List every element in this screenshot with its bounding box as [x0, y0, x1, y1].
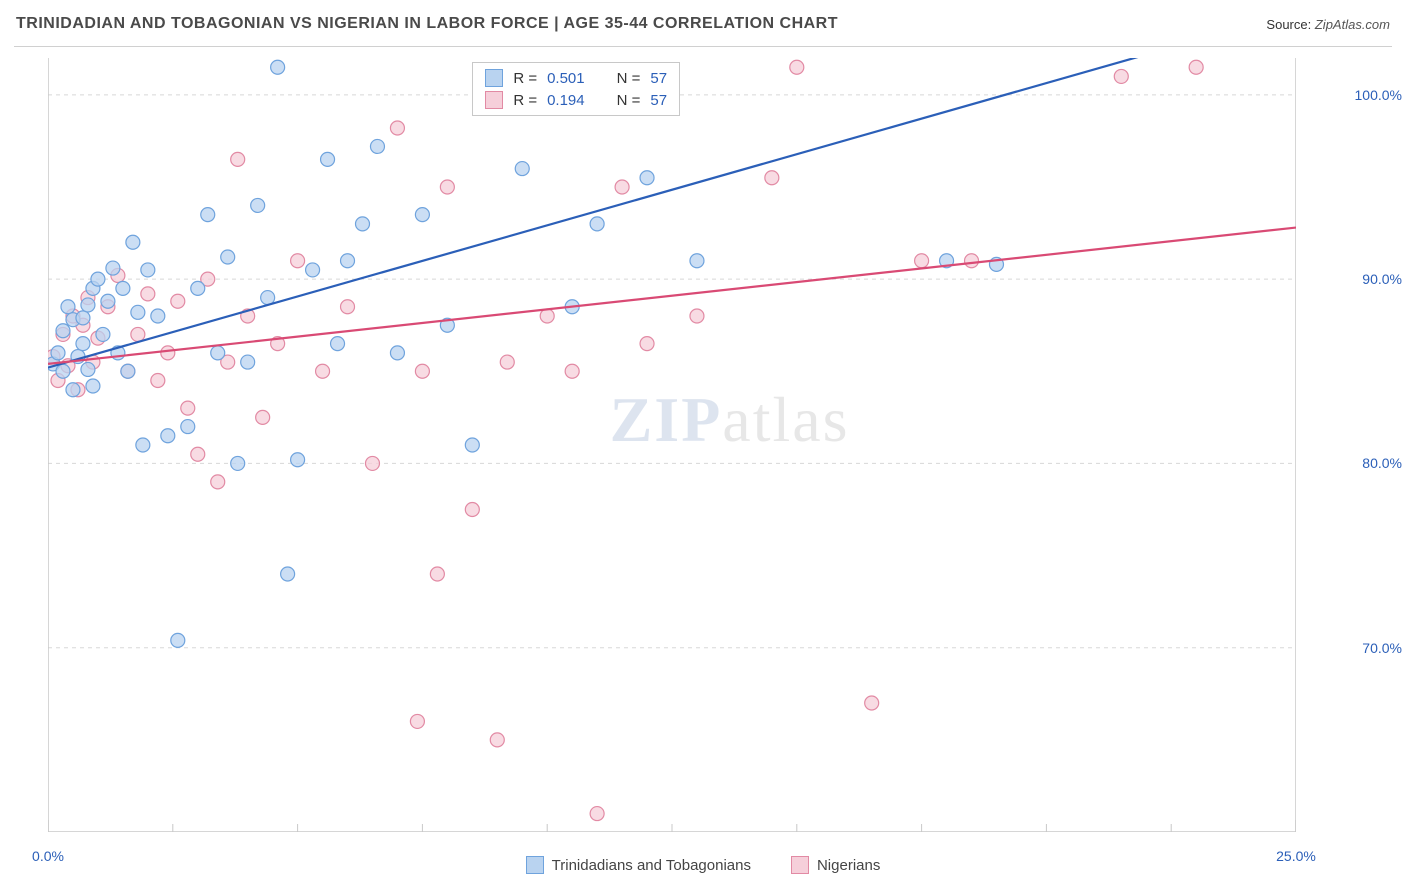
correlation-legend: R = 0.501 N = 57 R = 0.194 N = 57: [472, 62, 680, 116]
source-value: ZipAtlas.com: [1315, 17, 1390, 32]
scatter-chart: [48, 58, 1296, 832]
plot-area: ZIPatlas R = 0.501 N = 57 R = 0.194 N = …: [48, 58, 1296, 832]
chart-title: TRINIDADIAN AND TOBAGONIAN VS NIGERIAN I…: [16, 15, 838, 33]
r-value: 0.194: [547, 92, 585, 109]
y-tick-label: 100.0%: [1302, 87, 1402, 103]
r-value: 0.501: [547, 70, 585, 87]
legend-item: Nigerians: [791, 856, 880, 874]
legend-swatch: [526, 856, 544, 874]
n-label: N =: [617, 70, 641, 87]
r-label: R =: [513, 92, 537, 109]
header-divider: [14, 46, 1392, 47]
legend-item: Trinidadians and Tobagonians: [526, 856, 751, 874]
n-value: 57: [650, 92, 667, 109]
correlation-legend-row: R = 0.194 N = 57: [485, 89, 667, 111]
series-legend: Trinidadians and Tobagonians Nigerians: [0, 856, 1406, 874]
header: TRINIDADIAN AND TOBAGONIAN VS NIGERIAN I…: [0, 0, 1406, 48]
legend-swatch: [485, 69, 503, 87]
source-label: Source:: [1266, 17, 1311, 32]
y-tick-label: 70.0%: [1302, 640, 1402, 656]
n-label: N =: [617, 92, 641, 109]
source-attribution: Source: ZipAtlas.com: [1266, 17, 1390, 32]
y-tick-label: 90.0%: [1302, 271, 1402, 287]
legend-swatch: [791, 856, 809, 874]
legend-label: Trinidadians and Tobagonians: [552, 857, 751, 874]
y-tick-label: 80.0%: [1302, 455, 1402, 471]
correlation-legend-row: R = 0.501 N = 57: [485, 67, 667, 89]
legend-label: Nigerians: [817, 857, 880, 874]
legend-swatch: [485, 91, 503, 109]
r-label: R =: [513, 70, 537, 87]
n-value: 57: [650, 70, 667, 87]
